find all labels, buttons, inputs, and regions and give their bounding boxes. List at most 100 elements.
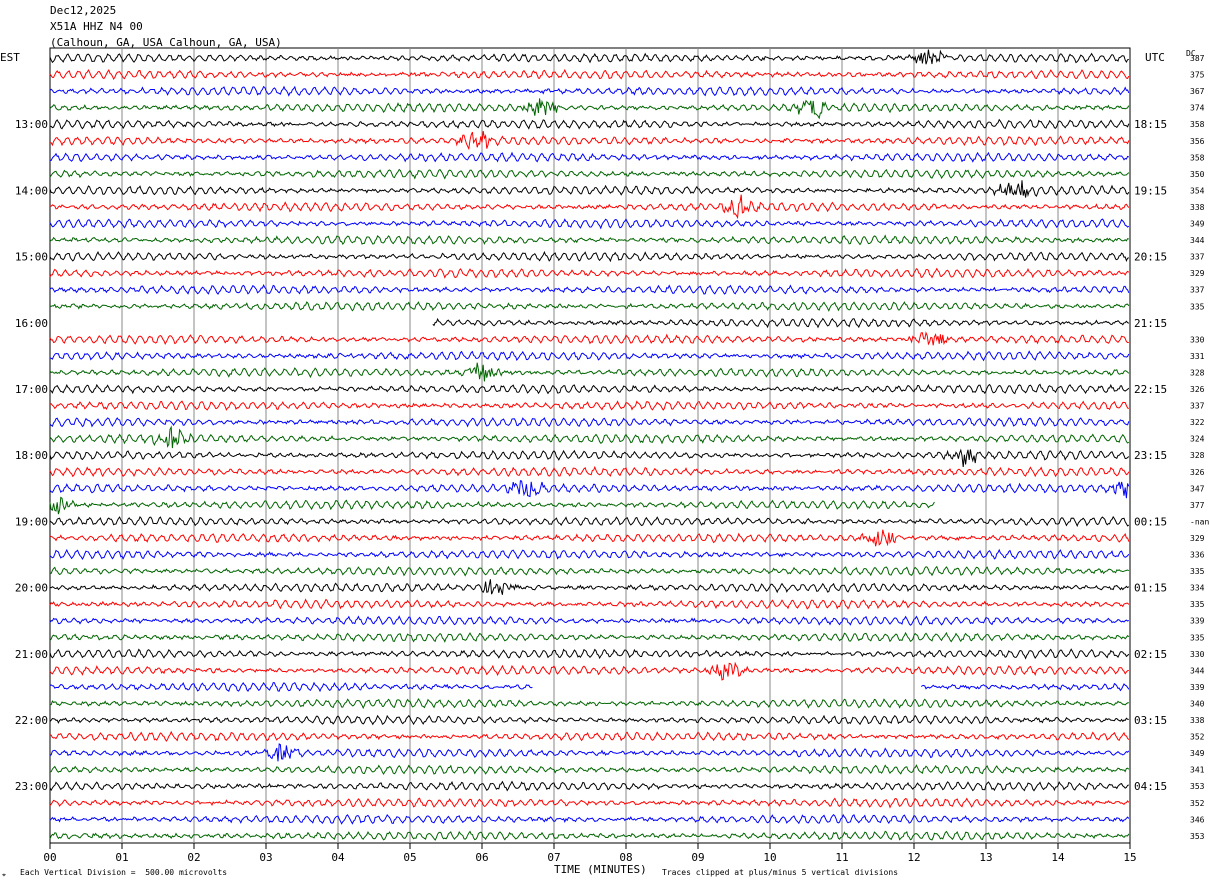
right-hour-label: 02:15 <box>1134 648 1167 661</box>
dc-offset: 339 <box>1190 683 1205 692</box>
seismic-trace <box>49 615 1130 626</box>
dc-offset: 335 <box>1190 633 1205 642</box>
seismic-trace <box>49 661 1129 681</box>
dc-offset: 328 <box>1190 451 1205 460</box>
dc-offset: 330 <box>1190 335 1205 344</box>
x-tick-label: 02 <box>187 851 200 864</box>
x-tick-label: 00 <box>43 851 56 864</box>
dc-offset: 329 <box>1190 534 1205 543</box>
dc-offset: 331 <box>1190 352 1205 361</box>
seismic-trace <box>49 425 1130 449</box>
x-tick-label: 03 <box>259 851 272 864</box>
x-tick-label: 15 <box>1123 851 1136 864</box>
dc-offset: 350 <box>1190 170 1205 179</box>
dc-offset: 353 <box>1190 832 1205 841</box>
grid <box>49 47 1131 844</box>
dc-offset: 335 <box>1190 600 1205 609</box>
dc-offset: 375 <box>1190 71 1205 80</box>
right-hour-label: 18:15 <box>1134 118 1167 131</box>
seismic-trace <box>49 515 1130 528</box>
x-tick-label: 13 <box>979 851 992 864</box>
corner-mark-icon: ⌖ <box>2 871 6 879</box>
seismic-trace <box>49 813 1130 825</box>
seismic-trace <box>49 714 1129 726</box>
dc-offset: 377 <box>1190 501 1205 510</box>
x-tick-label: 14 <box>1051 851 1065 864</box>
seismic-trace <box>49 780 1129 792</box>
seismic-trace <box>49 180 1130 198</box>
dc-offset: 387 <box>1190 54 1205 63</box>
seismic-trace <box>49 830 1130 841</box>
left-hour-label: 15:00 <box>15 251 48 264</box>
x-tick-label: 08 <box>619 851 632 864</box>
left-hour-label: 23:00 <box>15 780 48 793</box>
left-hour-label: 17:00 <box>15 383 48 396</box>
scale-note: Each Vertical Division = 500.00 microvol… <box>20 868 228 877</box>
seismic-trace <box>49 49 1129 65</box>
seismic-trace <box>49 350 1130 362</box>
seismic-trace <box>49 730 1130 742</box>
seismic-trace <box>49 98 1130 120</box>
seismic-trace <box>49 362 1130 382</box>
x-tick-label: 10 <box>763 851 776 864</box>
seismic-trace <box>49 284 1130 295</box>
seismic-trace <box>432 317 1130 329</box>
dc-offset: 340 <box>1190 699 1205 708</box>
seismic-trace <box>49 416 1130 428</box>
dc-offset: 324 <box>1190 435 1205 444</box>
seismic-trace <box>49 400 1129 411</box>
dc-offset: 337 <box>1190 286 1205 295</box>
dc-offset: 358 <box>1190 153 1205 162</box>
dc-offset: 346 <box>1190 815 1205 824</box>
station-id: X51A HHZ N4 00 <box>50 20 143 33</box>
x-tick-label: 09 <box>691 851 704 864</box>
seismic-trace <box>49 764 1130 775</box>
plot-frame <box>49 47 1131 844</box>
seismic-trace <box>49 579 1130 595</box>
right-hour-label: 21:15 <box>1134 317 1167 330</box>
seismic-trace <box>49 548 1130 561</box>
right-hour-label: 03:15 <box>1134 714 1167 727</box>
dc-offset: 367 <box>1190 87 1205 96</box>
dc-offset: 374 <box>1190 104 1205 113</box>
seismic-trace <box>49 598 1130 610</box>
x-tick-label: 05 <box>403 851 416 864</box>
left-hour-label: 21:00 <box>15 648 48 661</box>
seismic-trace <box>49 194 1130 220</box>
seismic-trace <box>49 118 1130 130</box>
dc-offset: 338 <box>1190 203 1205 212</box>
right-hour-label: 23:15 <box>1134 449 1167 462</box>
seismic-trace <box>49 681 1130 693</box>
clip-note: Traces clipped at plus/minus 5 vertical … <box>662 868 899 877</box>
seismic-trace <box>49 383 1130 395</box>
dc-offset: 326 <box>1190 385 1205 394</box>
x-tick-label: 06 <box>475 851 488 864</box>
dc-offset: 337 <box>1190 253 1205 262</box>
dc-offset: 338 <box>1190 716 1205 725</box>
dc-offset: 344 <box>1190 666 1205 675</box>
dc-offset: 347 <box>1190 484 1205 493</box>
dc-offset: 353 <box>1190 782 1205 791</box>
right-hour-label: 20:15 <box>1134 251 1167 264</box>
dc-offset: 330 <box>1190 650 1205 659</box>
dc-offset: 335 <box>1190 567 1205 576</box>
axis: 00 01 02 03 04 05 06 07 08 09 10 11 12 13 14 15 13:00 14:… <box>15 54 1210 864</box>
dc-offset: 344 <box>1190 236 1205 245</box>
dc-offset: 356 <box>1190 137 1205 146</box>
dc-offset: 328 <box>1190 368 1205 377</box>
seismic-trace <box>49 743 1130 762</box>
dc-offset: 358 <box>1190 120 1205 129</box>
right-hour-label: 01:15 <box>1134 582 1167 595</box>
seismic-trace <box>49 250 1130 263</box>
record-date: Dec12,2025 <box>50 4 117 17</box>
dc-offset: 339 <box>1190 617 1205 626</box>
seismic-trace <box>49 331 1129 346</box>
seismic-trace <box>49 529 1130 547</box>
seismic-trace <box>49 234 1129 246</box>
right-hour-label: 04:15 <box>1134 780 1167 793</box>
seismic-trace <box>49 648 1130 660</box>
seismic-trace <box>49 267 1130 279</box>
dc-offset: 322 <box>1190 418 1205 427</box>
right-timezone: UTC <box>1145 51 1165 64</box>
